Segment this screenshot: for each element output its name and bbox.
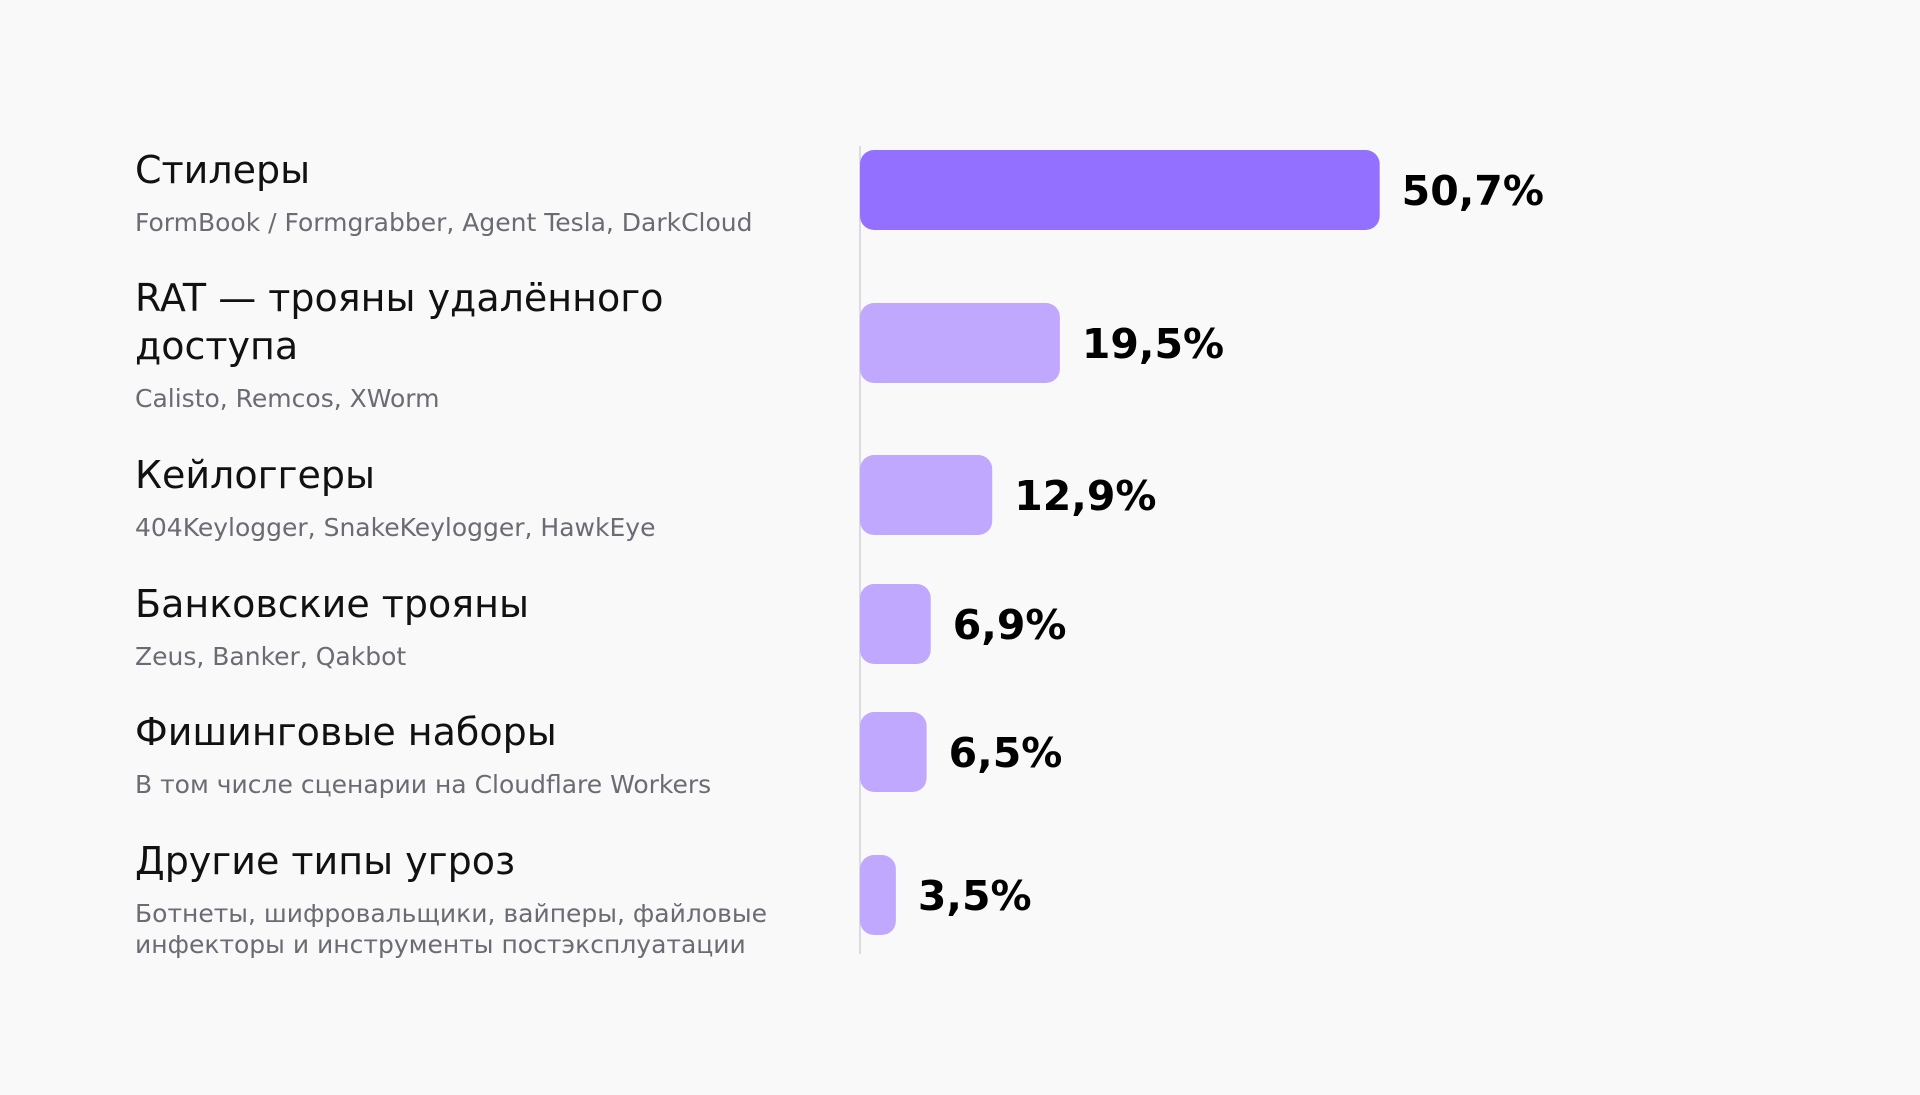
category-title-3: Кейлоггеры [135, 453, 375, 497]
bar-1 [860, 150, 1380, 230]
bar-value-label-3: 12,9% [1014, 472, 1156, 520]
bar-value-label-2: 19,5% [1082, 320, 1224, 368]
category-subtitle-4: Zeus, Banker, Qakbot [135, 642, 406, 671]
bar-2 [860, 303, 1060, 383]
category-title-5: Фишинговые наборы [135, 710, 557, 754]
category-title-2-line-2: доступа [135, 324, 298, 368]
category-subtitle-6-line-2: инфекторы и инструменты постэксплуатации [135, 930, 746, 959]
category-title-6: Другие типы угроз [135, 839, 515, 883]
category-title-1: Стилеры [135, 148, 310, 192]
category-subtitle-6-line-1: Ботнеты, шифровальщики, вайперы, файловы… [135, 899, 767, 928]
category-title-4: Банковские трояны [135, 582, 529, 626]
category-subtitle-5: В том числе сценарии на Cloudflare Worke… [135, 770, 711, 799]
category-subtitle-1: FormBook / Formgrabber, Agent Tesla, Dar… [135, 208, 753, 237]
category-title-2-line-1: RAT — трояны удалённого [135, 276, 663, 320]
bar-5 [860, 712, 927, 792]
bar-value-label-5: 6,5% [949, 729, 1063, 777]
category-subtitle-3: 404Keylogger, SnakeKeylogger, HawkEye [135, 513, 655, 542]
bar-value-label-6: 3,5% [918, 872, 1032, 920]
bar-6 [860, 855, 896, 935]
bar-value-label-1: 50,7% [1402, 167, 1544, 215]
category-subtitle-2: Calisto, Remcos, XWorm [135, 384, 440, 413]
bar-value-label-4: 6,9% [953, 601, 1067, 649]
bar-4 [860, 584, 931, 664]
bar-3 [860, 455, 993, 535]
